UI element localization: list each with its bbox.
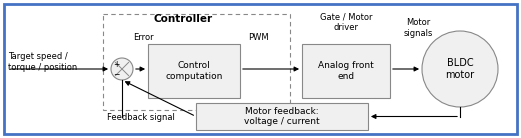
Text: PWM: PWM [248,34,269,43]
Bar [196,103,368,130]
Text: Error: Error [133,34,154,43]
Text: Target speed /
torque / position: Target speed / torque / position [8,52,77,72]
Text: Motor
signals: Motor signals [403,18,432,38]
Text: Controller: Controller [154,14,213,24]
Text: Motor feedback:
voltage / current: Motor feedback: voltage / current [244,107,320,126]
Text: BLDC
motor: BLDC motor [445,58,475,80]
Text: −: − [113,70,120,79]
Circle shape [111,58,133,80]
Bar [302,44,390,98]
Circle shape [422,31,498,107]
Text: Analog front
end: Analog front end [318,61,374,81]
Bar [103,14,290,110]
Text: Control
computation: Control computation [165,61,222,81]
Bar [148,44,240,98]
Text: Feedback signal: Feedback signal [107,113,175,123]
Text: +: + [113,60,120,69]
Text: Gate / Motor
driver: Gate / Motor driver [320,12,372,32]
